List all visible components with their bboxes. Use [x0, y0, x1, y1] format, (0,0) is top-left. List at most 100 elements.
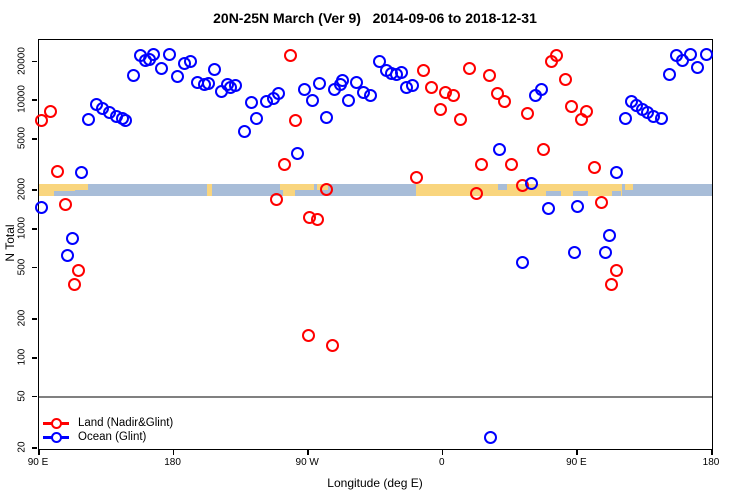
y-tick-mark: [32, 60, 37, 63]
land-ocean-map-strip: [39, 183, 712, 197]
data-point-ocean: [610, 165, 624, 179]
data-point-ocean: [320, 110, 334, 124]
data-point-ocean: [228, 78, 242, 92]
data-point-land: [283, 48, 297, 62]
y-tick-label: 100: [16, 348, 28, 366]
x-tick-label: 180: [164, 457, 181, 468]
x-tick-label: 90 E: [27, 457, 49, 468]
y-tick-label: 20000: [16, 46, 28, 75]
data-point-land: [470, 187, 484, 201]
data-point-ocean: [683, 47, 697, 61]
x-tick-mark: [307, 450, 309, 455]
data-point-land: [409, 170, 423, 184]
y-tick-mark: [32, 189, 37, 191]
data-point-land: [453, 113, 467, 127]
y-tick-mark: [32, 395, 37, 398]
x-tick-mark: [172, 450, 175, 455]
data-point-ocean: [126, 68, 140, 82]
data-point-ocean: [155, 62, 169, 76]
ocean-segment: [572, 190, 588, 197]
data-point-land: [425, 80, 439, 94]
data-point-land: [483, 68, 497, 82]
data-point-ocean: [618, 112, 632, 126]
y-tick-mark: [32, 357, 37, 359]
ocean-segment: [611, 190, 621, 197]
data-point-land: [604, 278, 618, 292]
data-point-ocean: [81, 113, 95, 127]
chart-title: 20N-25N March (Ver 9) 2014-09-06 to 2018…: [213, 10, 537, 26]
x-tick-mark: [38, 450, 40, 455]
x-tick-mark: [711, 450, 713, 455]
data-point-ocean: [291, 146, 305, 160]
data-point-ocean: [492, 142, 506, 156]
legend-label-land: Land (Nadir&Glint): [78, 417, 174, 429]
data-point-land: [311, 213, 325, 227]
data-point-land: [491, 86, 505, 100]
ocean-segment: [545, 190, 561, 197]
data-point-ocean: [66, 231, 80, 245]
data-point-land: [550, 48, 564, 62]
y-tick-mark: [32, 318, 37, 320]
y-tick-label: 200: [16, 309, 28, 327]
data-point-land: [595, 195, 609, 209]
reference-line-50: [39, 395, 712, 398]
y-tick-label: 500: [16, 258, 28, 276]
data-point-land: [504, 158, 518, 172]
land-segment: [71, 183, 89, 191]
data-point-land: [558, 73, 572, 87]
ocean-segment: [498, 183, 508, 191]
data-point-ocean: [297, 83, 311, 97]
legend-label-ocean: Ocean (Glint): [78, 431, 147, 443]
data-point-ocean: [516, 256, 530, 270]
data-point-ocean: [406, 79, 420, 93]
data-point-land: [462, 62, 476, 76]
data-point-ocean: [147, 47, 160, 61]
data-point-ocean: [312, 76, 326, 90]
land-segment: [279, 183, 315, 191]
y-tick-label: 2000: [16, 178, 28, 201]
data-point-land: [580, 104, 594, 118]
plot-area: Land (Nadir&Glint) Ocean (Glint): [35, 39, 714, 450]
land-segment: [282, 183, 295, 197]
y-tick-label: 1000: [16, 217, 28, 240]
x-tick-label: 90 E: [566, 457, 587, 468]
data-point-land: [320, 183, 334, 197]
data-point-ocean: [244, 96, 258, 110]
data-point-ocean: [603, 228, 616, 242]
data-point-ocean: [524, 176, 538, 190]
data-point-ocean: [171, 69, 185, 83]
data-point-ocean: [372, 54, 386, 68]
data-point-ocean: [237, 124, 251, 138]
data-point-ocean: [250, 112, 264, 126]
data-point-ocean: [306, 94, 320, 108]
open-circle-icon: [51, 417, 62, 429]
land-segment: [206, 183, 213, 197]
data-point-land: [301, 329, 315, 343]
data-point-land: [43, 104, 57, 118]
data-point-ocean: [119, 114, 133, 128]
y-tick-mark: [32, 266, 37, 269]
data-point-ocean: [336, 74, 350, 88]
data-point-land: [68, 278, 82, 292]
data-point-ocean: [395, 66, 409, 80]
y-tick-label: 5000: [16, 127, 28, 150]
data-point-ocean: [483, 430, 497, 444]
data-point-ocean: [541, 201, 555, 215]
data-point-ocean: [654, 112, 668, 126]
x-tick-mark: [576, 450, 578, 455]
data-point-land: [51, 164, 65, 178]
data-point-ocean: [162, 47, 176, 61]
data-point-ocean: [364, 89, 378, 103]
data-point-land: [270, 193, 284, 207]
data-point-ocean: [74, 165, 88, 179]
data-point-ocean: [691, 60, 705, 74]
x-tick-label: 180: [702, 457, 720, 468]
data-point-land: [288, 114, 302, 128]
data-point-ocean: [662, 67, 676, 81]
data-point-land: [588, 161, 602, 175]
y-tick-label: 50: [16, 390, 28, 402]
data-point-ocean: [272, 86, 286, 100]
data-point-ocean: [598, 246, 612, 260]
land-segment: [625, 183, 633, 191]
x-tick-mark: [441, 450, 444, 455]
